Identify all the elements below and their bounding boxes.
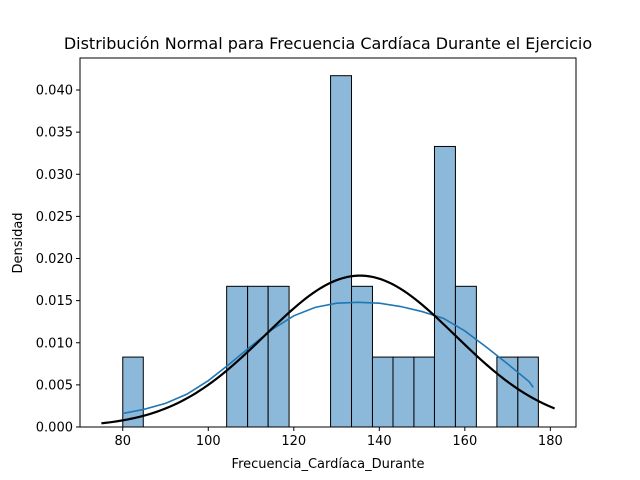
histogram-bar [392,356,415,428]
y-tick-label: 0.040 [36,84,73,99]
histogram-bar [454,285,477,428]
plot-area-frame [79,57,577,428]
x-tick-label: 160 [452,434,477,449]
histogram-bar [496,356,519,428]
kde-line [122,301,534,415]
histogram-bar [351,285,373,428]
x-tick-label: 180 [538,434,563,449]
density-curves [101,274,556,425]
y-axis-ticks: 0.000 0.005 0.010 0.015 0.020 0.025 0.030 0.035… [36,84,80,436]
histogram-bar [267,285,290,428]
x-tick-label: 100 [196,434,221,449]
y-tick-label: 0.005 [36,378,73,393]
histogram-bars [122,75,539,428]
histogram-bar [371,356,394,428]
x-tick-label: 120 [281,434,306,449]
y-tick-label: 0.015 [36,294,73,309]
y-tick-label: 0.000 [36,421,73,436]
y-tick-label: 0.030 [36,168,73,183]
chart-title: Distribución Normal para Frecuencia Card… [64,34,592,53]
x-tick-label: 80 [114,434,131,449]
y-tick-label: 0.020 [36,252,73,267]
histogram-bar [413,356,435,428]
y-tick-label: 0.025 [36,210,73,225]
x-axis-label: Frecuencia_Cardíaca_Durante [232,457,425,472]
histogram-bar [433,145,456,428]
histogram-bar [330,75,353,428]
x-axis-ticks: 80 100 120 140 160 180 [114,427,563,449]
y-axis-label: Densidad [11,212,26,273]
y-tick-label: 0.035 [36,126,73,141]
y-tick-label: 0.010 [36,336,73,351]
normal-pdf-line [101,274,556,425]
histogram-bar [247,285,269,428]
x-tick-label: 140 [367,434,392,449]
